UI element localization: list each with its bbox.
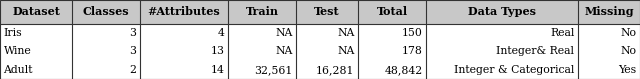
Text: Integer & Categorical: Integer & Categorical xyxy=(454,65,575,75)
Text: 16,281: 16,281 xyxy=(316,65,355,75)
Text: Test: Test xyxy=(314,6,340,17)
Text: 2: 2 xyxy=(129,65,136,75)
Text: 32,561: 32,561 xyxy=(254,65,292,75)
Text: NA: NA xyxy=(337,46,355,56)
Text: 178: 178 xyxy=(402,46,422,56)
Text: Missing: Missing xyxy=(584,6,634,17)
Text: NA: NA xyxy=(337,28,355,38)
Text: 150: 150 xyxy=(402,28,422,38)
Text: 4: 4 xyxy=(218,28,225,38)
Text: 48,842: 48,842 xyxy=(384,65,422,75)
Text: Data Types: Data Types xyxy=(468,6,536,17)
Text: Wine: Wine xyxy=(3,46,31,56)
Text: Yes: Yes xyxy=(618,65,637,75)
Text: Total: Total xyxy=(376,6,408,17)
Text: No: No xyxy=(621,28,637,38)
Text: #Attributes: #Attributes xyxy=(148,6,220,17)
Text: Train: Train xyxy=(246,6,278,17)
Text: NA: NA xyxy=(275,28,292,38)
Text: Dataset: Dataset xyxy=(12,6,60,17)
Text: No: No xyxy=(621,46,637,56)
Text: 14: 14 xyxy=(211,65,225,75)
Text: Integer& Real: Integer& Real xyxy=(497,46,575,56)
Text: Adult: Adult xyxy=(3,65,33,75)
Text: Classes: Classes xyxy=(83,6,129,17)
Bar xyxy=(0,0,640,24)
Text: Real: Real xyxy=(550,28,575,38)
Text: 3: 3 xyxy=(129,28,136,38)
Text: 3: 3 xyxy=(129,46,136,56)
Text: NA: NA xyxy=(275,46,292,56)
Text: 13: 13 xyxy=(211,46,225,56)
Text: Iris: Iris xyxy=(3,28,22,38)
